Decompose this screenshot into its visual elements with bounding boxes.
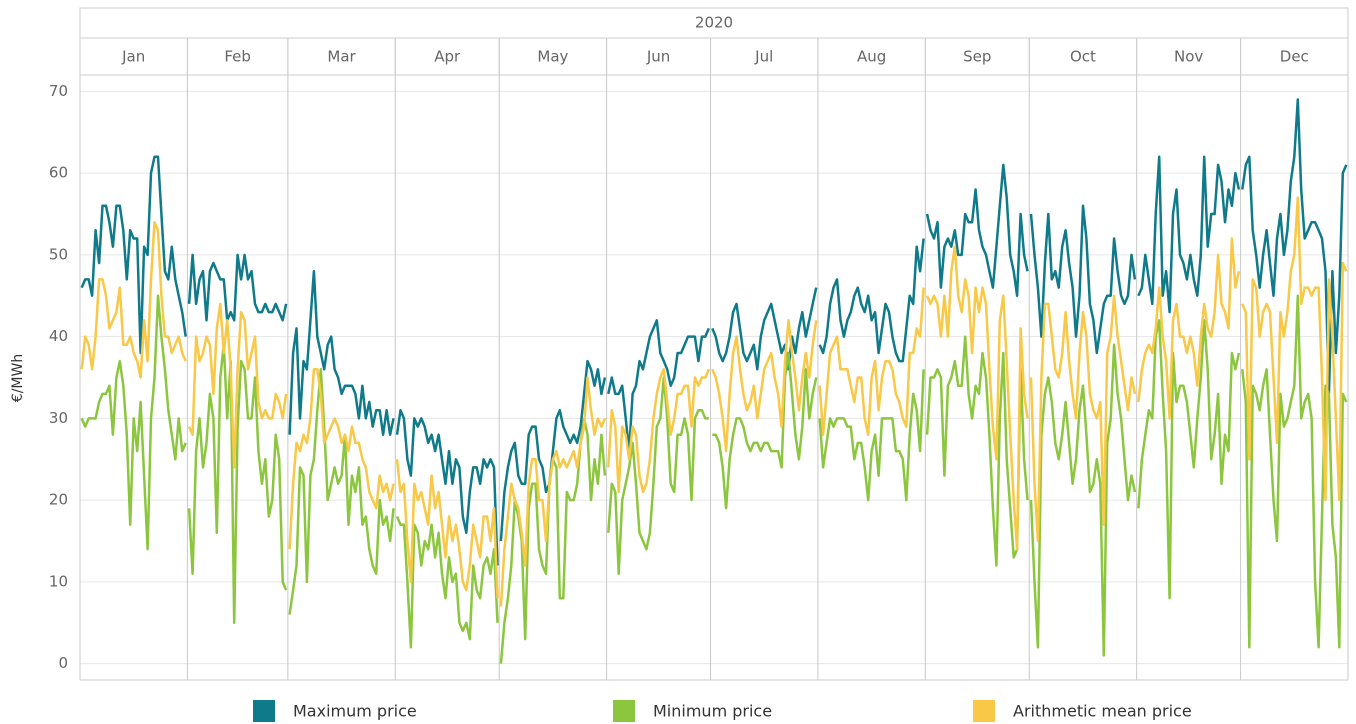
series-line: [607, 376, 709, 575]
series-line: [187, 302, 288, 469]
series-line: [187, 253, 288, 322]
month-header: [1240, 37, 1349, 76]
series-line: [1241, 196, 1348, 502]
series-line: [607, 319, 710, 453]
x-tick-label: Mar: [327, 48, 356, 66]
x-tick-label: Jul: [754, 48, 773, 66]
x-tick-label: Sep: [963, 48, 991, 66]
y-tick-label: 40: [49, 327, 68, 345]
series-line: [607, 368, 710, 494]
series-line: [1029, 343, 1137, 657]
series-line: [1029, 294, 1137, 543]
y-tick-label: 20: [49, 491, 68, 509]
y-tick-label: 50: [49, 245, 68, 263]
series-line: [711, 319, 818, 453]
series-line: [711, 287, 818, 371]
series-line: [288, 368, 395, 550]
series-line: [499, 359, 607, 542]
series-line: [1241, 294, 1348, 649]
series-line: [395, 516, 499, 649]
year-label: 2020: [695, 14, 733, 32]
series-line: [499, 376, 607, 607]
series-line: [80, 155, 187, 355]
x-tick-label: Apr: [434, 48, 461, 66]
series-line: [288, 269, 395, 436]
x-tick-label: Oct: [1070, 48, 1096, 66]
x-tick-label: Jun: [646, 48, 670, 66]
legend-swatch: [253, 700, 275, 722]
y-tick-label: 0: [58, 654, 68, 672]
series-line: [395, 408, 499, 566]
series-line: [818, 238, 925, 363]
legend-swatch: [973, 700, 995, 722]
series-line: [1029, 204, 1137, 355]
series-line: [712, 351, 818, 510]
series-line: [925, 245, 1029, 551]
y-tick-label: 10: [49, 572, 68, 590]
series-line: [1137, 319, 1241, 600]
x-tick-label: Jan: [121, 48, 145, 66]
y-tick-label: 70: [49, 82, 68, 100]
x-tick-label: May: [537, 48, 568, 66]
series-line: [925, 335, 1029, 567]
y-axis-label: €/MWh: [10, 354, 26, 402]
series-line: [818, 369, 925, 502]
legend-label: Minimum price: [653, 702, 772, 721]
series-line: [80, 220, 187, 379]
x-tick-label: Feb: [224, 48, 251, 66]
x-tick-label: Aug: [857, 48, 886, 66]
series-line: [818, 287, 925, 436]
series-line: [925, 163, 1029, 297]
series-line: [187, 343, 288, 625]
series-line: [1137, 155, 1241, 314]
series-line: [80, 294, 187, 551]
x-tick-label: Dec: [1280, 48, 1309, 66]
y-tick-label: 60: [49, 164, 68, 182]
legend-label: Maximum price: [293, 702, 417, 721]
x-tick-label: Nov: [1174, 48, 1203, 66]
series-line: [1137, 237, 1241, 420]
series-line: [288, 368, 395, 615]
legend-label: Arithmetic mean price: [1013, 702, 1192, 721]
legend-swatch: [613, 700, 635, 722]
y-tick-label: 30: [49, 409, 68, 427]
series-line: [395, 459, 499, 599]
